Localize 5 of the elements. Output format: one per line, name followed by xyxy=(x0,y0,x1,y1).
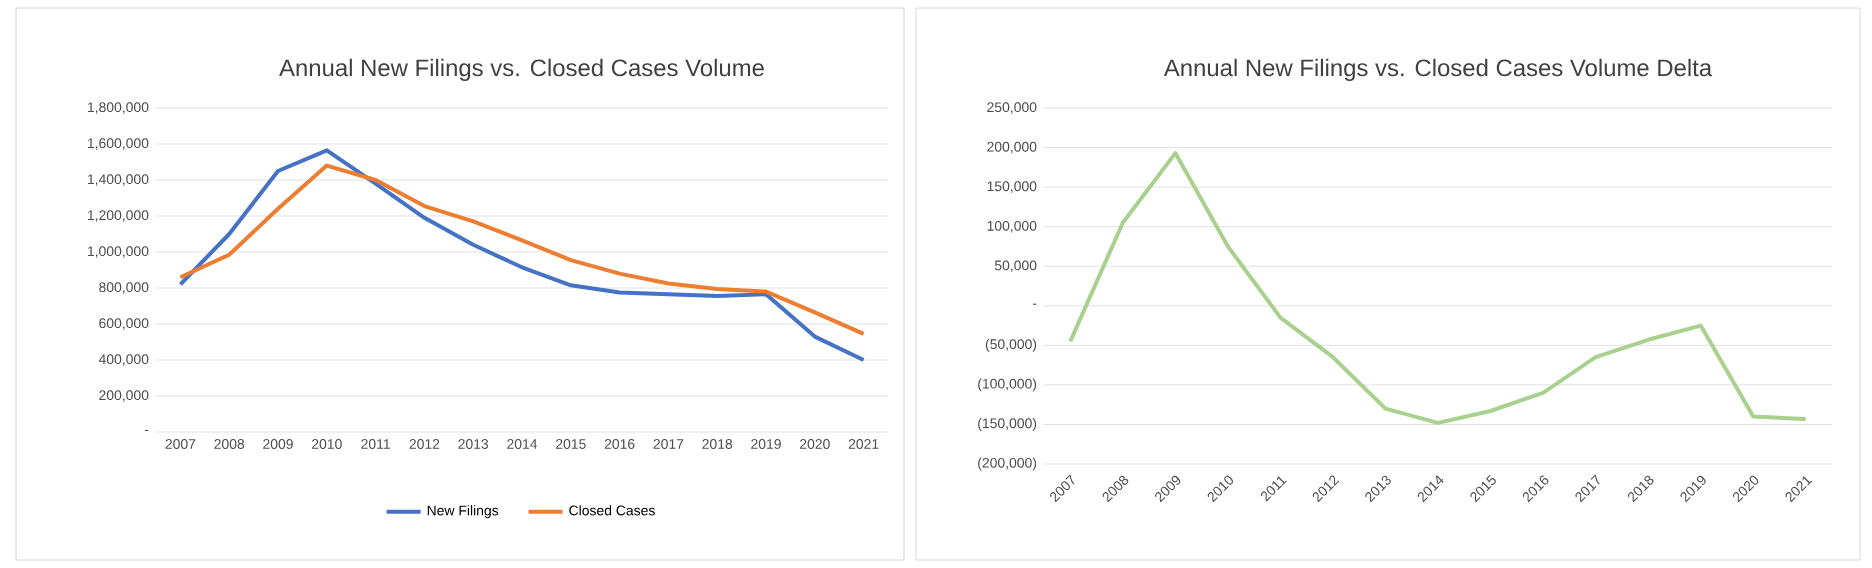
line-series xyxy=(178,148,866,362)
line-series xyxy=(1068,151,1808,425)
chart-title: Annual New Filings vs. Closed Cases Volume xyxy=(279,58,764,82)
line-series xyxy=(178,163,866,336)
chart-title: Annual New Filings vs. Closed Cases Volume Delta xyxy=(1163,58,1713,82)
